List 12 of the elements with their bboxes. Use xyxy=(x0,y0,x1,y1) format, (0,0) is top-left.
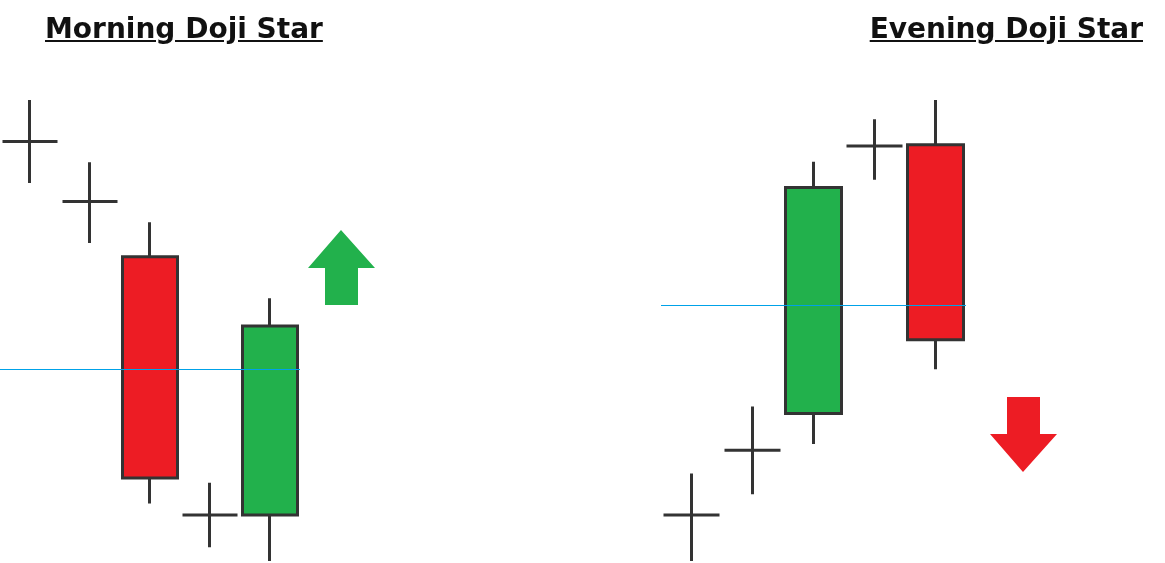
candlestick xyxy=(906,100,965,370)
chart-title: Morning Doji Star xyxy=(45,12,323,45)
candlestick xyxy=(723,406,782,495)
chart-title: Evening Doji Star xyxy=(869,12,1143,45)
candlestick xyxy=(181,482,239,548)
candlestick xyxy=(1,100,59,183)
candlestick xyxy=(662,473,721,561)
candlestick xyxy=(121,222,179,504)
candlestick xyxy=(784,161,843,444)
candlestick xyxy=(241,298,299,561)
candlestick xyxy=(845,119,904,180)
candlestick xyxy=(61,162,119,243)
